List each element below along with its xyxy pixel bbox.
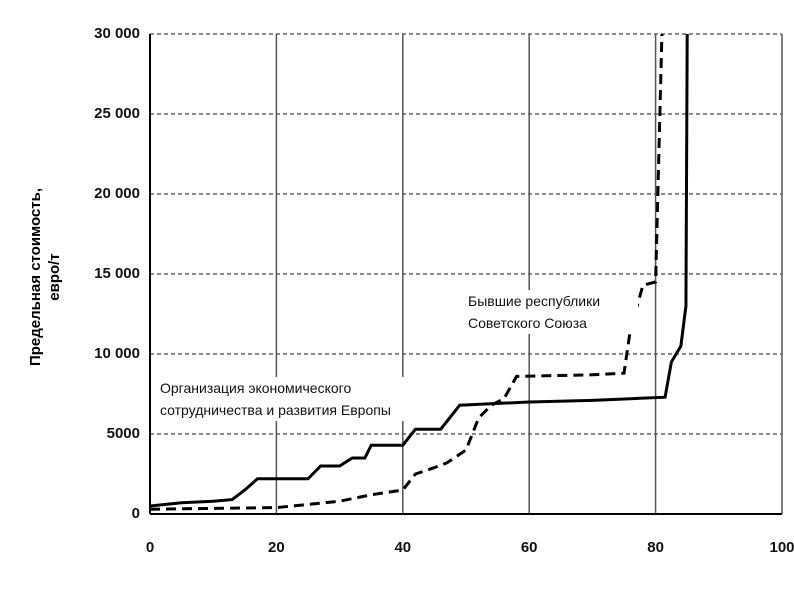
y-axis-label: Предельная стоимость, евро/т [27,187,63,367]
y-tick-label: 30 000 [94,25,140,42]
y-tick-label: 0 [132,505,140,522]
y-tick-label: 15 000 [94,265,140,282]
series-line [149,33,664,511]
y-tick-label: 10 000 [94,345,140,362]
series-line [149,33,689,508]
x-tick-label: 0 [146,539,154,556]
y-tick-label: 25 000 [94,105,140,122]
y-tick-label: 20 000 [94,185,140,202]
x-tick-label: 20 [268,539,285,556]
series-annotation: Бывшие республики Советского Союза [468,290,638,334]
x-tick-label: 40 [394,539,411,556]
x-tick-label: 60 [521,539,538,556]
y-tick-label: 5000 [107,425,140,442]
x-tick-label: 100 [769,539,794,556]
x-tick-label: 80 [647,539,664,556]
series-annotation: Организация экономического сотрудничеств… [160,377,410,421]
